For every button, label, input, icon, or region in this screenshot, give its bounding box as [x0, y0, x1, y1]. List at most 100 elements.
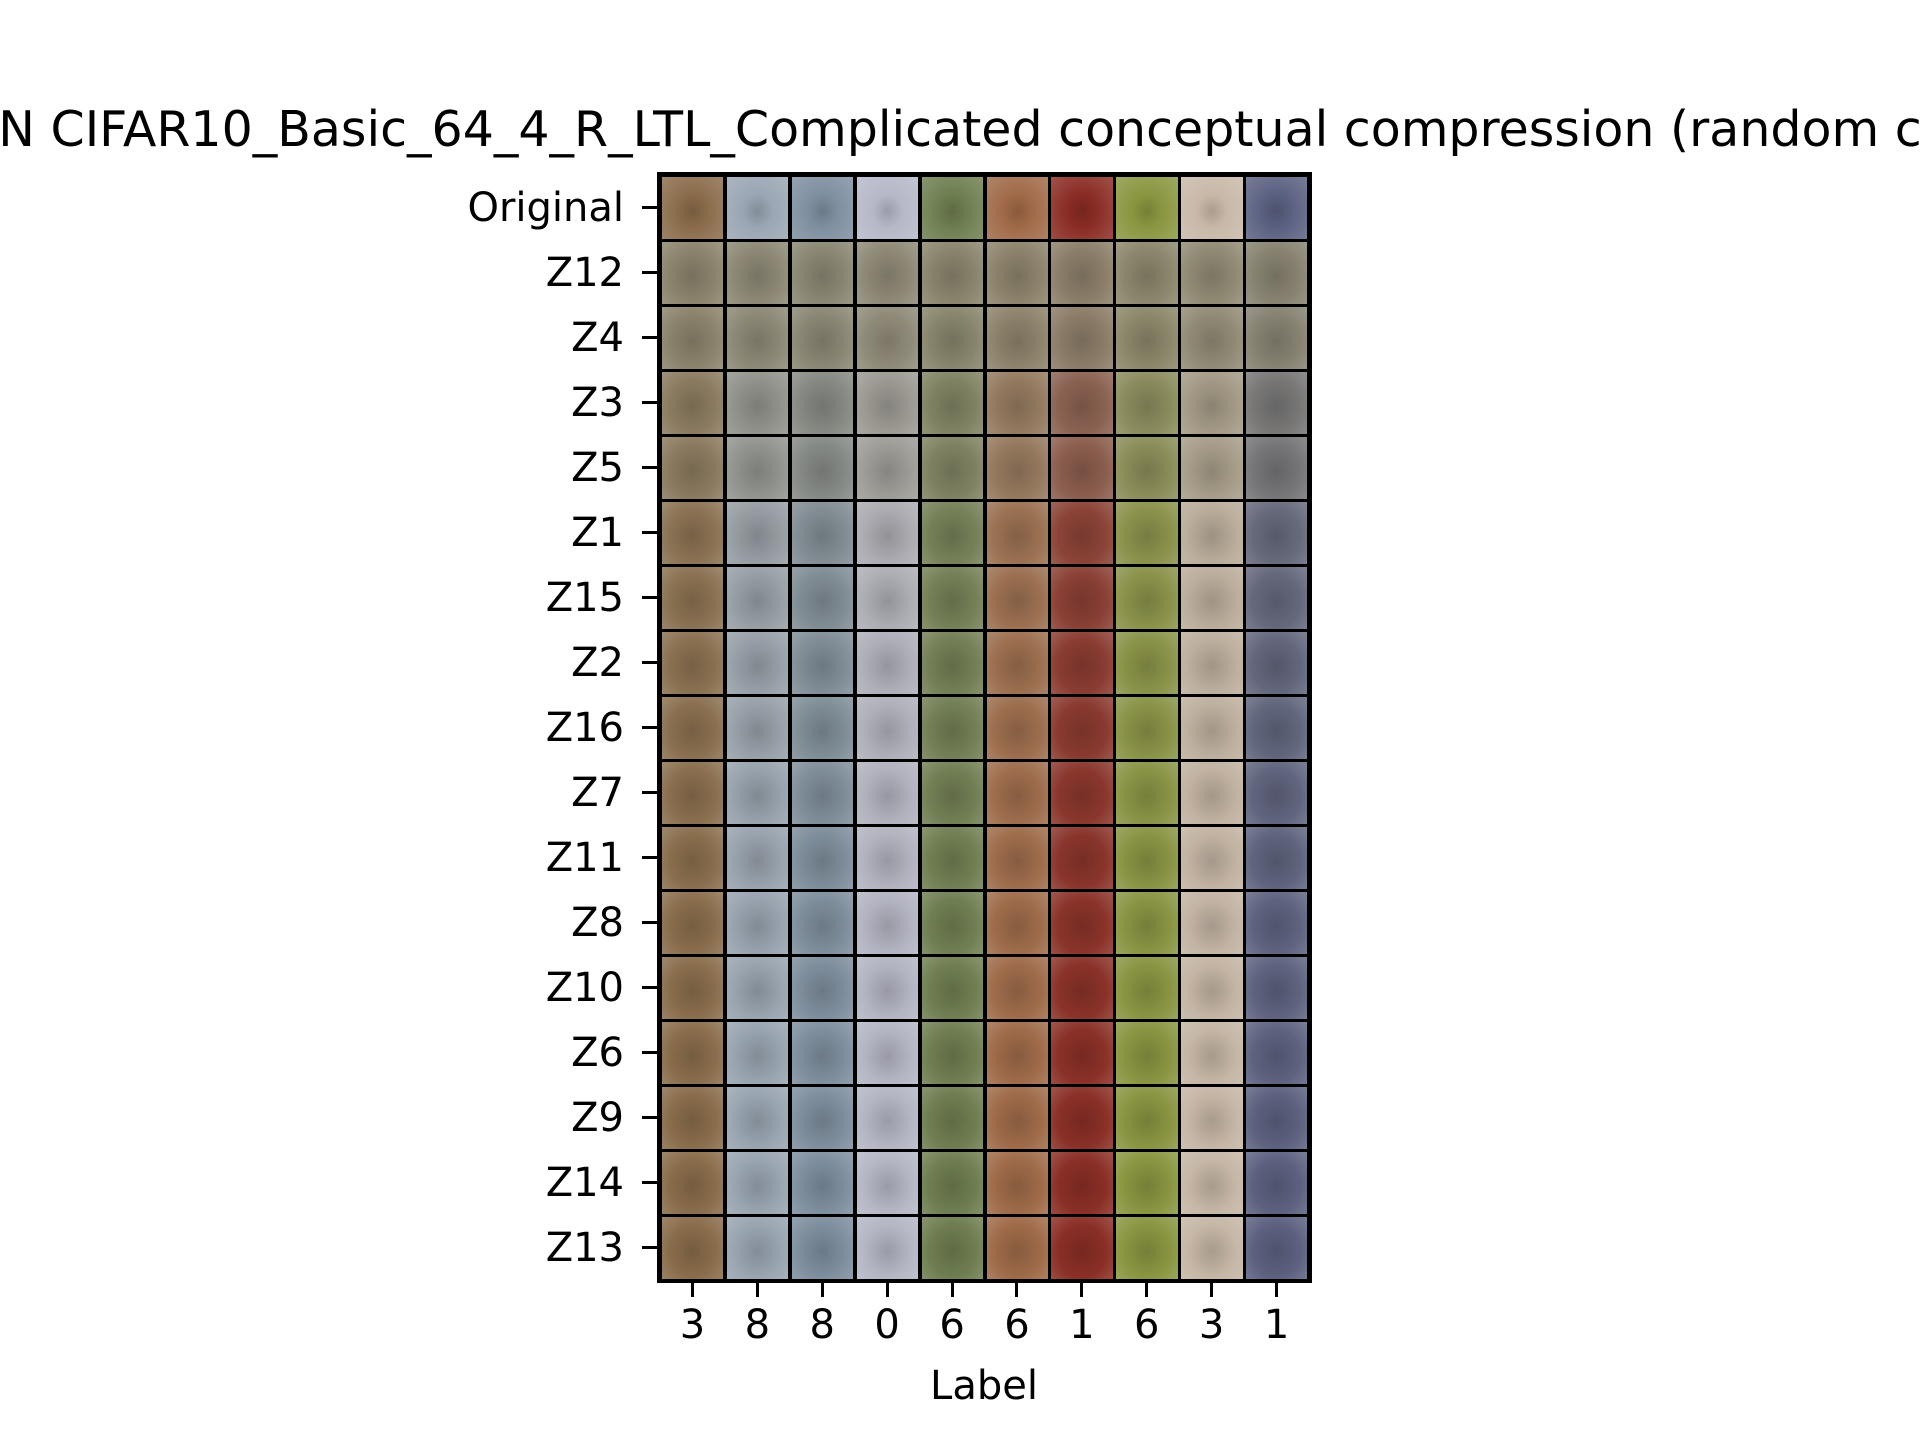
image-tile: [984, 1020, 1050, 1086]
image-tile: [919, 240, 985, 306]
image-tile: [919, 695, 985, 761]
image-tile: [789, 565, 856, 631]
image-tile: [789, 760, 856, 826]
image-tile: [1049, 1215, 1115, 1281]
image-tile: [1244, 955, 1310, 1021]
y-tick: [642, 596, 657, 599]
figure-title: N CIFAR10_Basic_64_4_R_LTL_Complicated c…: [0, 101, 1920, 158]
row-label: Z10: [545, 964, 624, 1011]
image-tile: [984, 240, 1050, 306]
row-label: Z11: [545, 834, 624, 881]
image-tile: [854, 955, 921, 1021]
image-tile: [1244, 305, 1310, 371]
image-tile: [1049, 175, 1115, 241]
column-label: 3: [679, 1302, 706, 1348]
image-tile: [919, 565, 985, 631]
image-tile: [789, 1020, 856, 1086]
image-tile: [854, 240, 921, 306]
image-tile: [1244, 760, 1310, 826]
image-tile: [919, 955, 985, 1021]
image-tile: [724, 500, 791, 566]
image-tile: [1114, 240, 1180, 306]
image-tile: [854, 500, 921, 566]
row-label: Z1: [571, 509, 624, 556]
image-tile: [919, 370, 985, 436]
y-tick: [642, 921, 657, 924]
column-label: 1: [1069, 1302, 1095, 1348]
row-label: Original: [467, 184, 624, 231]
image-tile: [789, 370, 856, 436]
image-tile: [984, 825, 1050, 891]
image-tile: [1114, 1215, 1180, 1281]
column-label: 1: [1263, 1302, 1290, 1348]
image-tile: [1179, 175, 1245, 241]
image-tile: [1244, 500, 1310, 566]
image-tile: [660, 500, 726, 566]
row-label: Z12: [545, 249, 624, 296]
image-tile: [1244, 1020, 1310, 1086]
image-tile: [660, 760, 726, 826]
image-tile: [919, 1020, 985, 1086]
y-tick: [642, 206, 657, 209]
image-tile: [1114, 630, 1180, 696]
image-tile: [1049, 565, 1115, 631]
row-label: Z9: [571, 1094, 624, 1141]
image-tile: [984, 370, 1050, 436]
image-tile: [660, 175, 726, 241]
image-tile: [854, 695, 921, 761]
row-label: Z4: [571, 314, 624, 361]
image-tile: [984, 500, 1050, 566]
image-tile: [660, 1215, 726, 1281]
image-tile: [1244, 890, 1310, 956]
image-tile: [1244, 825, 1310, 891]
image-tile: [1114, 1085, 1180, 1151]
image-tile: [984, 760, 1050, 826]
image-tile: [724, 760, 791, 826]
y-tick: [642, 726, 657, 729]
y-tick: [642, 1246, 657, 1249]
column-label: 6: [939, 1302, 965, 1348]
image-tile: [789, 1150, 856, 1216]
image-tile: [724, 1150, 791, 1216]
image-tile: [660, 630, 726, 696]
image-tile: [919, 175, 985, 241]
image-tile: [660, 695, 726, 761]
image-tile: [919, 890, 985, 956]
image-tile: [854, 1020, 921, 1086]
image-tile: [919, 760, 985, 826]
image-tile: [854, 305, 921, 371]
image-tile: [724, 240, 791, 306]
image-tile: [1049, 630, 1115, 696]
image-grid: [657, 172, 1312, 1283]
image-tile: [1179, 630, 1245, 696]
image-tile: [724, 435, 791, 501]
image-tile: [1244, 370, 1310, 436]
image-tile: [1179, 890, 1245, 956]
image-tile: [919, 305, 985, 371]
image-tile: [660, 1020, 726, 1086]
y-tick: [642, 401, 657, 404]
image-tile: [789, 1085, 856, 1151]
image-tile: [1179, 1020, 1245, 1086]
image-tile: [984, 1215, 1050, 1281]
image-tile: [724, 305, 791, 371]
y-tick: [642, 271, 657, 274]
image-tile: [1179, 1150, 1245, 1216]
image-tile: [1179, 695, 1245, 761]
image-tile: [724, 175, 791, 241]
image-tile: [1049, 890, 1115, 956]
row-label: Z7: [571, 769, 624, 816]
image-tile: [1049, 1020, 1115, 1086]
image-tile: [789, 955, 856, 1021]
row-label: Z8: [571, 899, 624, 946]
image-tile: [660, 825, 726, 891]
image-tile: [854, 1215, 921, 1281]
image-tile: [1114, 370, 1180, 436]
image-tile: [1244, 630, 1310, 696]
image-tile: [1114, 1150, 1180, 1216]
image-tile: [1114, 890, 1180, 956]
image-tile: [789, 500, 856, 566]
image-tile: [1114, 175, 1180, 241]
image-tile: [854, 435, 921, 501]
image-tile: [984, 1085, 1050, 1151]
